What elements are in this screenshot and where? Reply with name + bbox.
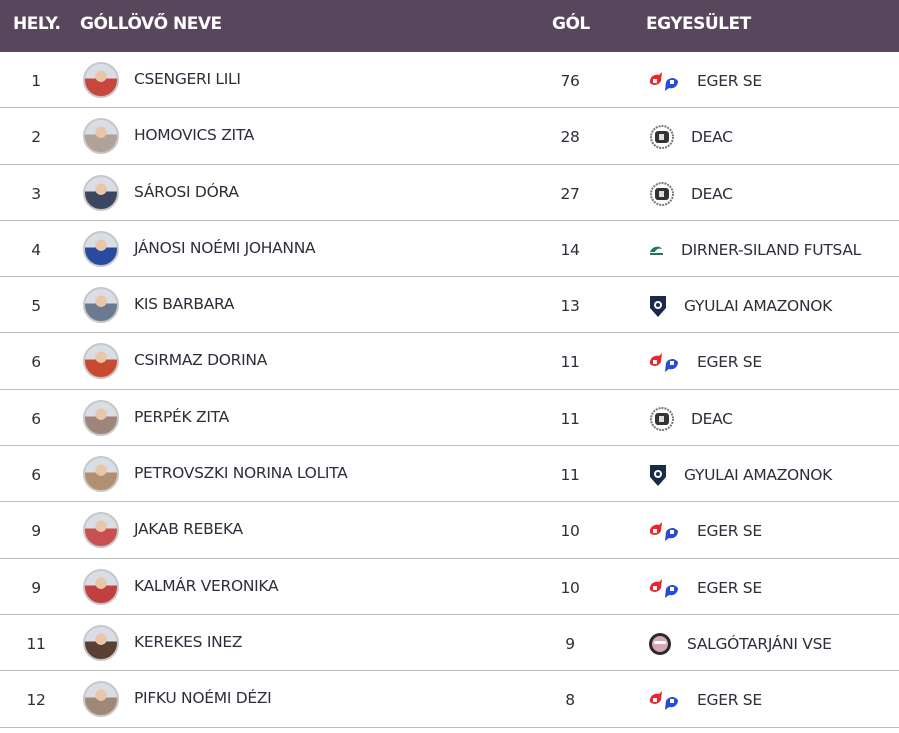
- table-row: 11 KEREKES INEZ 9 SALGÓTARJÁNI VSE: [0, 615, 899, 672]
- scorers-table-body: 1 CSENGERI LILI 76 EGER SE 2 HOMOVICS ZIT…: [0, 52, 899, 728]
- deac-club-logo-icon: [646, 181, 682, 206]
- table-row: 6 CSIRMAZ DORINA 11 EGER SE: [0, 333, 899, 390]
- player-name[interactable]: SÁROSI DÓRA: [134, 182, 239, 201]
- table-row: 3 SÁROSI DÓRA 27 DEAC: [0, 165, 899, 221]
- eger-club-logo-icon: [646, 350, 682, 374]
- goals: 13: [560, 297, 580, 316]
- player-avatar: [83, 456, 119, 493]
- gyula-club-logo-icon: [646, 463, 682, 487]
- goals: 10: [560, 522, 580, 541]
- goals: 9: [565, 634, 575, 653]
- header-goals: GÓL: [552, 14, 590, 34]
- club-name[interactable]: DEAC: [691, 409, 733, 428]
- club-name[interactable]: GYULAI AMAZONOK: [684, 297, 833, 316]
- player-name[interactable]: KIS BARBARA: [134, 295, 235, 314]
- table-row: 2 HOMOVICS ZITA 28 DEAC: [0, 108, 899, 165]
- club-name[interactable]: DEAC: [691, 128, 733, 147]
- rank: 9: [31, 522, 41, 541]
- player-name[interactable]: CSIRMAZ DORINA: [134, 351, 267, 370]
- eger-club-logo-icon: [646, 519, 682, 543]
- header-club: EGYESÜLET: [646, 14, 751, 34]
- table-row: 6 PETROVSZKI NORINA LOLITA 11 GYULAI AMA…: [0, 446, 899, 503]
- player-name[interactable]: KALMÁR VERONIKA: [134, 576, 279, 595]
- deac-club-logo-icon: [646, 406, 682, 431]
- player-avatar: [83, 343, 119, 380]
- player-avatar: [83, 287, 119, 324]
- goals: 10: [560, 578, 580, 597]
- table-row: 6 PERPÉK ZITA 11 DEAC: [0, 390, 899, 447]
- player-avatar: [83, 174, 119, 211]
- player-name[interactable]: PIFKU NOÉMI DÉZI: [134, 689, 272, 708]
- player-name[interactable]: PERPÉK ZITA: [134, 407, 229, 426]
- dirner-club-logo-icon: [646, 238, 682, 262]
- rank: 6: [31, 466, 41, 485]
- eger-club-logo-icon: [646, 576, 682, 600]
- goals: 11: [560, 353, 580, 372]
- rank: 3: [31, 184, 41, 203]
- player-avatar: [83, 230, 119, 267]
- club-name[interactable]: EGER SE: [697, 353, 762, 372]
- player-avatar: [83, 681, 119, 718]
- goals: 76: [560, 72, 580, 90]
- table-row: 4 JÁNOSI NOÉMI JOHANNA 14 DIRNER-SILAND …: [0, 221, 899, 278]
- player-avatar: [83, 624, 119, 661]
- player-name[interactable]: JÁNOSI NOÉMI JOHANNA: [134, 238, 316, 257]
- table-row: 5 KIS BARBARA 13 GYULAI AMAZONOK: [0, 277, 899, 334]
- rank: 6: [31, 353, 41, 372]
- goals: 11: [560, 409, 580, 428]
- header-name: GÓLLÖVŐ NEVE: [80, 14, 222, 34]
- goals: 11: [560, 466, 580, 485]
- rank: 2: [31, 128, 41, 147]
- rank: 12: [26, 691, 46, 710]
- table-row: 1 CSENGERI LILI 76 EGER SE: [0, 52, 899, 109]
- table-row: 12 PIFKU NOÉMI DÉZI 8 EGER SE: [0, 671, 899, 728]
- goals: 14: [560, 240, 580, 259]
- salgo-club-logo-icon: [646, 632, 682, 656]
- rank: 11: [26, 634, 46, 653]
- rank: 9: [31, 578, 41, 597]
- club-name[interactable]: SALGÓTARJÁNI VSE: [687, 634, 832, 653]
- player-avatar: [83, 512, 119, 549]
- club-name[interactable]: DEAC: [691, 184, 733, 203]
- club-name[interactable]: GYULAI AMAZONOK: [684, 466, 833, 485]
- table-row: 9 KALMÁR VERONIKA 10 EGER SE: [0, 559, 899, 615]
- player-name[interactable]: JAKAB REBEKA: [134, 520, 243, 539]
- table-header: HELY. GÓLLÖVŐ NEVE GÓL EGYESÜLET: [0, 0, 899, 52]
- club-name[interactable]: EGER SE: [697, 578, 762, 597]
- player-avatar: [83, 118, 119, 155]
- player-avatar: [83, 62, 119, 98]
- eger-club-logo-icon: [646, 688, 682, 712]
- player-name[interactable]: PETROVSZKI NORINA LOLITA: [134, 464, 348, 483]
- player-name[interactable]: CSENGERI LILI: [134, 70, 241, 88]
- club-name[interactable]: EGER SE: [697, 72, 762, 90]
- rank: 6: [31, 409, 41, 428]
- header-rank: HELY.: [13, 14, 61, 34]
- rank: 4: [31, 240, 41, 259]
- deac-club-logo-icon: [646, 125, 682, 150]
- rank: 5: [31, 297, 41, 316]
- club-name[interactable]: EGER SE: [697, 691, 762, 710]
- gyula-club-logo-icon: [646, 294, 682, 318]
- player-avatar: [83, 399, 119, 436]
- goals: 28: [560, 128, 580, 147]
- club-name[interactable]: EGER SE: [697, 522, 762, 541]
- rank: 1: [31, 72, 41, 90]
- table-row: 9 JAKAB REBEKA 10 EGER SE: [0, 502, 899, 559]
- goals: 8: [565, 691, 575, 710]
- club-name[interactable]: DIRNER-SILAND FUTSAL: [681, 240, 861, 259]
- player-name[interactable]: KEREKES INEZ: [134, 632, 243, 651]
- goals: 27: [560, 184, 580, 203]
- player-avatar: [83, 568, 119, 605]
- eger-club-logo-icon: [646, 69, 682, 93]
- player-name[interactable]: HOMOVICS ZITA: [134, 126, 255, 145]
